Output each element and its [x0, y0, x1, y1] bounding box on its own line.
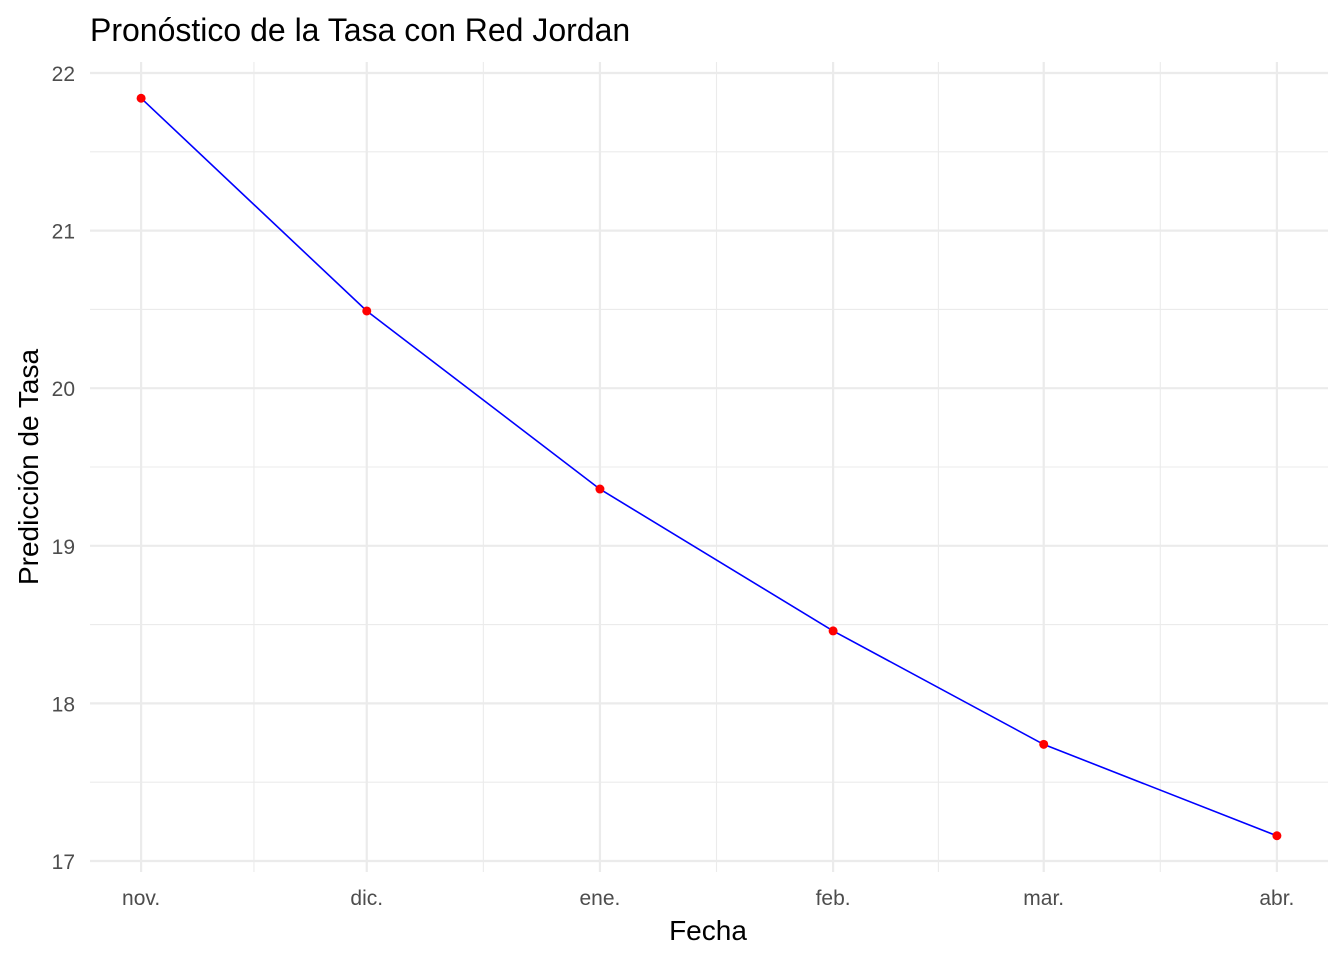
data-point [828, 626, 838, 636]
y-tick-label: 22 [52, 63, 75, 86]
x-tick-label: dic. [350, 887, 383, 910]
data-point [1039, 739, 1049, 749]
data-point [595, 484, 605, 494]
y-axis-title: Predicción de Tasa [13, 349, 44, 586]
x-axis-ticks: nov. dic. ene. feb. mar. abr. [122, 887, 1294, 910]
series-layer [136, 93, 1282, 841]
x-axis-title: Fecha [669, 915, 747, 946]
x-tick-label: abr. [1259, 887, 1294, 910]
y-axis-ticks: 17 18 19 20 21 22 [52, 63, 75, 874]
x-tick-label: mar. [1023, 887, 1064, 910]
x-tick-label: nov. [122, 887, 160, 910]
y-tick-label: 19 [52, 536, 75, 559]
series-line [140, 97, 1278, 837]
chart-title: Pronóstico de la Tasa con Red Jordan [90, 12, 630, 48]
y-tick-label: 18 [52, 693, 75, 716]
data-point [136, 93, 146, 103]
y-tick-label: 20 [52, 378, 75, 401]
data-point [362, 306, 372, 316]
y-tick-label: 21 [52, 221, 75, 244]
x-tick-label: ene. [579, 887, 620, 910]
y-tick-label: 17 [52, 851, 75, 874]
data-point [1272, 831, 1282, 841]
grid-lines [90, 62, 1328, 872]
x-tick-label: feb. [816, 887, 851, 910]
